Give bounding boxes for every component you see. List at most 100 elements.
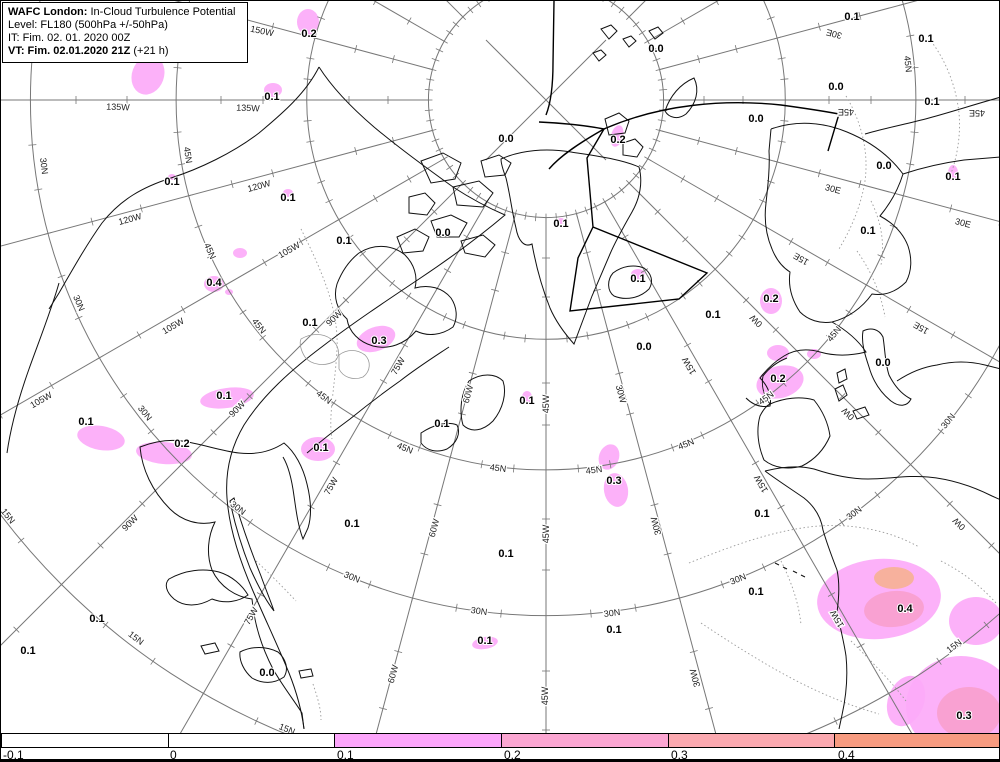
turbulence-blob — [301, 437, 335, 461]
turbulence-blob — [949, 597, 999, 645]
turbulence-value-label: 0.1 — [860, 225, 875, 237]
tick-mark — [772, 326, 779, 333]
tick-mark — [476, 1, 482, 8]
tick-mark — [406, 17, 412, 25]
tick-mark — [475, 192, 482, 200]
tick-mark — [590, 609, 592, 618]
tick-mark — [524, 334, 526, 343]
coastline-jamaica — [200, 642, 220, 655]
tick-mark — [387, 431, 392, 440]
tick-mark — [74, 315, 83, 320]
title-line-level: Level: FL180 (500hPa +/-50hPa) — [8, 19, 168, 31]
coastline-arctic-island — [396, 228, 430, 254]
turbulence-value-label: 0.0 — [259, 667, 274, 679]
turbulence-value-label: 0.1 — [705, 309, 720, 321]
legend-tick-label: -0.1 — [3, 748, 24, 762]
coastline-corsica — [836, 368, 848, 384]
graticule-label: 90W — [120, 513, 141, 534]
tick-mark — [825, 258, 830, 267]
tick-mark — [817, 169, 821, 178]
tick-mark — [359, 250, 367, 257]
tick-mark — [239, 309, 247, 315]
legend-bar — [1, 733, 999, 748]
tick-mark — [256, 592, 265, 597]
tick-mark — [780, 380, 787, 387]
tick-mark — [403, 236, 410, 243]
tick-mark — [424, 109, 433, 111]
area-boundary-layer — [538, 1, 840, 312]
turbulence-value-label: 0.1 — [606, 624, 621, 636]
graticule-label: 75W — [389, 355, 407, 376]
coastline-arctic-island — [452, 180, 494, 208]
coastline-scandinavia — [764, 128, 912, 323]
tick-mark — [455, 603, 458, 612]
tick-mark — [120, 393, 128, 399]
tick-mark — [910, 131, 919, 133]
tick-mark — [147, 428, 155, 435]
value-label-layer: 0.1 0.2 0.1 0.1 0.4 0.0 0.2 0.0 0.1 0.0 0.1 0.1 0.1 0… — [19, 10, 972, 723]
dotted-line — [870, 200, 883, 266]
tick-mark — [227, 643, 235, 648]
tick-mark — [680, 175, 686, 183]
tick-mark — [367, 580, 372, 589]
graticule-label: 30N — [71, 293, 87, 312]
turbulence-value-label: 0.1 — [844, 11, 859, 23]
coastline-novaya-zemlya — [664, 77, 698, 119]
tick-mark — [1, 415, 3, 419]
tick-mark — [342, 296, 350, 304]
graticule-label: 30W — [688, 667, 703, 688]
graticule-label: 45E — [838, 107, 854, 117]
tick-mark — [652, 58, 661, 62]
tick-mark — [906, 305, 912, 314]
turbulence-value-label: 0.3 — [371, 335, 386, 347]
graticule-label: 30E — [824, 182, 842, 196]
pole-cross — [485, 39, 607, 161]
turbulence-value-label: 0.2 — [770, 373, 785, 385]
tick-mark — [173, 67, 182, 69]
dotted-line — [255, 560, 297, 602]
turbulence-blob — [610, 125, 624, 147]
tick-mark — [90, 217, 94, 226]
legend-segment — [2, 734, 169, 747]
tick-mark — [435, 147, 444, 152]
graticule-label: 45N — [902, 55, 914, 72]
tick-mark — [949, 204, 953, 213]
tick-mark — [97, 542, 104, 549]
turbulence-value-label: 0.3 — [956, 710, 971, 722]
tick-mark — [431, 138, 440, 142]
tick-mark — [431, 208, 438, 215]
dotted-detail-layer — [255, 40, 997, 721]
tick-mark — [720, 580, 725, 589]
tick-mark — [452, 21, 460, 28]
tick-mark — [262, 258, 267, 267]
coastline-north-america-west — [226, 66, 506, 730]
tick-mark — [618, 186, 625, 194]
turbulence-blob — [200, 387, 254, 409]
turbulence-value-label: 0.0 — [498, 133, 513, 145]
turbulence-blob — [233, 248, 247, 258]
legend-tick-label: 0.1 — [337, 748, 354, 762]
tick-mark — [704, 379, 713, 384]
tick-mark — [618, 6, 625, 14]
dotted-line — [838, 95, 867, 250]
graticule-label: 30E — [825, 27, 843, 41]
turbulence-value-label: 0.4 — [206, 277, 222, 289]
tick-mark — [463, 234, 471, 240]
graticule-label: 45N — [182, 146, 194, 164]
tick-mark — [136, 331, 142, 339]
meridian-line — [647, 1, 719, 42]
tick-mark — [742, 296, 750, 304]
tick-mark — [734, 147, 738, 155]
graticule-label: 45W — [541, 394, 551, 413]
turbulence-value-label: 0.1 — [754, 508, 769, 520]
tick-mark — [582, 251, 591, 255]
color-scale-legend: -0.1 0 0.1 0.2 0.3 0.4 — [1, 733, 999, 762]
tick-mark — [648, 147, 657, 152]
tick-mark — [777, 140, 786, 143]
tick-mark — [424, 89, 433, 91]
tick-mark — [777, 57, 786, 60]
turbulence-value-label: 0.1 — [344, 518, 359, 530]
coastline-svalbard — [622, 138, 644, 158]
